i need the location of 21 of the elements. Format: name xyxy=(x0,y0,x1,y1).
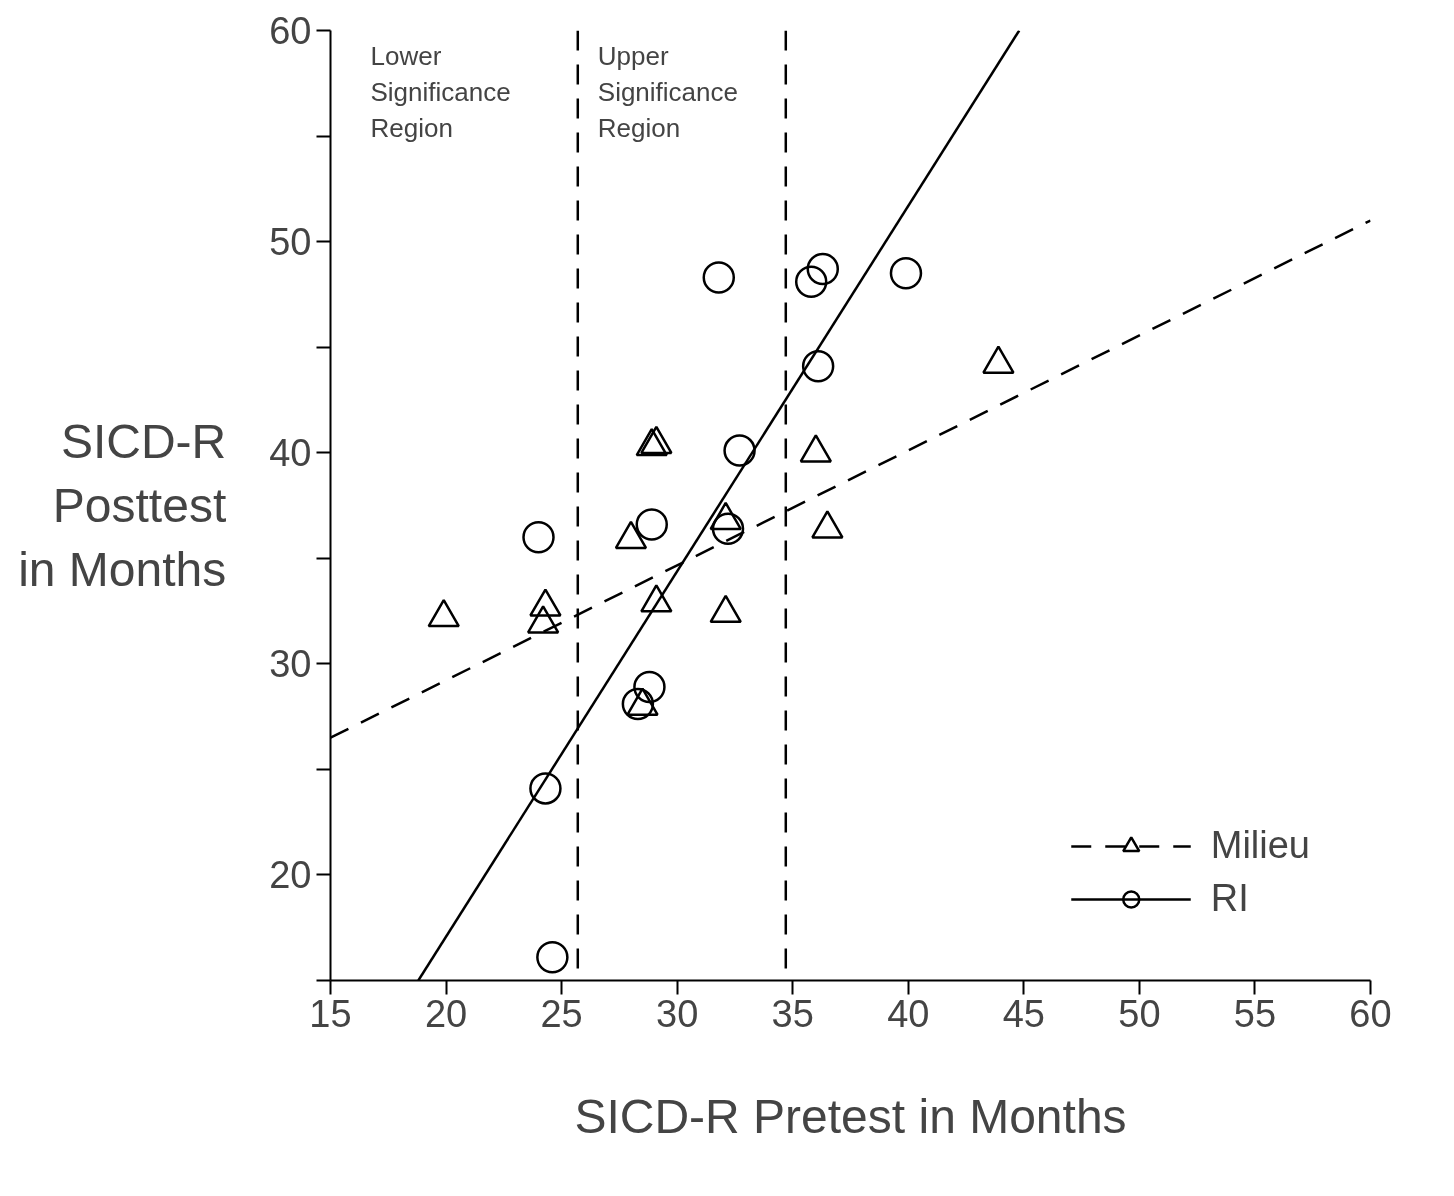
x-tick-label: 60 xyxy=(1349,992,1392,1035)
annotation: Lower Significance Region xyxy=(370,40,511,143)
y-axis-title: SICD-R Posttest in Months xyxy=(18,415,227,596)
x-tick-label: 25 xyxy=(540,992,583,1035)
annotation: Upper Significance Region xyxy=(597,40,738,143)
x-tick-label: 20 xyxy=(424,992,468,1035)
y-tick-label: 30 xyxy=(269,643,312,686)
legend-label: Milieu xyxy=(1210,824,1310,867)
legend-label: RI xyxy=(1210,877,1249,920)
y-tick-label: 20 xyxy=(269,854,312,897)
x-tick-label: 50 xyxy=(1118,992,1161,1035)
x-tick-label: 45 xyxy=(1002,992,1045,1035)
x-axis-title: SICD-R Pretest in Months xyxy=(574,1089,1127,1143)
x-tick-label: 55 xyxy=(1233,992,1277,1035)
y-tick-label: 50 xyxy=(269,221,312,264)
x-tick-label: 35 xyxy=(771,992,814,1035)
x-tick-label: 30 xyxy=(656,992,699,1035)
x-tick-label: 15 xyxy=(309,992,352,1035)
y-tick-label: 60 xyxy=(269,10,312,52)
y-tick-label: 40 xyxy=(269,432,312,475)
x-tick-label: 40 xyxy=(887,992,930,1035)
